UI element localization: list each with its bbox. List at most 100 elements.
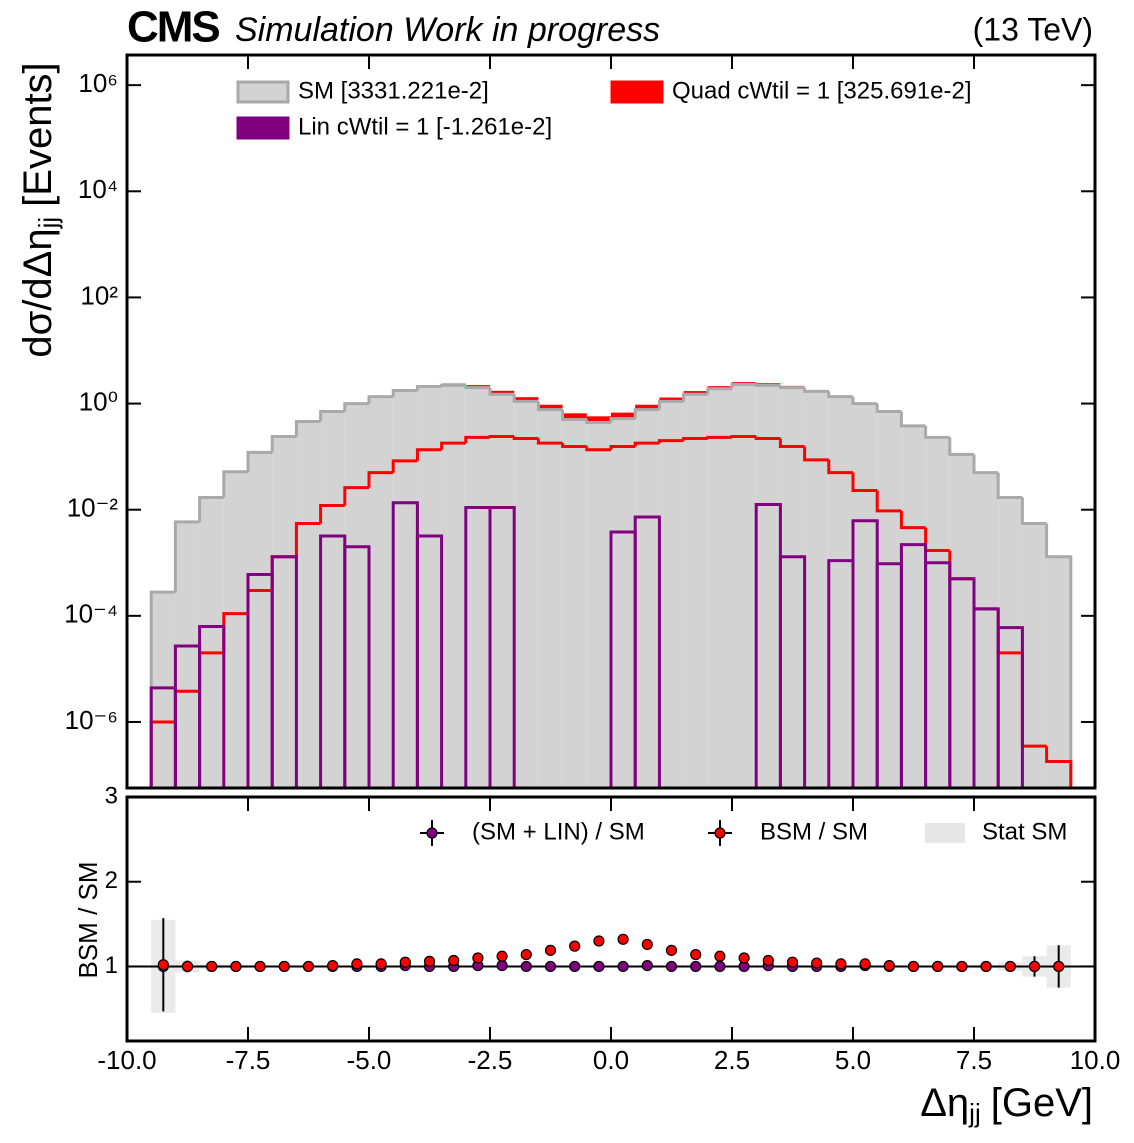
ratio-point bbox=[859, 958, 871, 970]
sm-bin bbox=[538, 409, 563, 788]
y-tick-label: 2 bbox=[105, 867, 118, 894]
step-edge bbox=[948, 437, 974, 456]
ratio-point bbox=[593, 960, 605, 973]
step-edge bbox=[536, 401, 563, 412]
sm-bin bbox=[151, 592, 176, 788]
ratio-point bbox=[883, 959, 895, 972]
step-edge bbox=[1045, 746, 1073, 788]
sm-bin bbox=[441, 385, 466, 788]
legend-swatch bbox=[925, 823, 965, 843]
sm-bin bbox=[514, 401, 539, 788]
y-tick-label: 10⁻⁴ bbox=[64, 599, 118, 629]
step-edge bbox=[367, 471, 394, 488]
legend-label: Stat SM bbox=[982, 818, 1067, 845]
legend-label: Lin cWtil = 1 [-1.261e-2] bbox=[298, 113, 552, 140]
step-edge bbox=[585, 446, 611, 452]
ratio-point bbox=[690, 948, 702, 961]
sm-bin bbox=[562, 419, 587, 788]
ratio-point bbox=[714, 960, 726, 973]
legend-marker bbox=[714, 827, 726, 839]
ratio-y-title: BSM / SM bbox=[73, 861, 103, 978]
ratio-point bbox=[206, 960, 218, 973]
ratio-point bbox=[544, 944, 557, 956]
x-tick-label: 7.5 bbox=[956, 1045, 992, 1075]
legend-swatch bbox=[610, 80, 664, 104]
x-tick-label: 0.0 bbox=[593, 1045, 629, 1075]
ratio-point bbox=[665, 960, 678, 973]
step-edge bbox=[585, 419, 611, 424]
plot-layer: 10⁶ 10⁴ 10² 10⁰ 10⁻² 10⁻⁴ 10⁻⁶ SM [3331.221e-2]… bbox=[64, 55, 1120, 1075]
step-edge bbox=[294, 419, 321, 437]
step-edge bbox=[875, 403, 902, 413]
energy-label: (13 TeV) bbox=[973, 11, 1093, 47]
sm-bin bbox=[949, 454, 974, 788]
step-edge bbox=[391, 459, 418, 473]
y-title-main: dσ/dΔη bbox=[16, 228, 60, 357]
sm-bin bbox=[223, 471, 248, 788]
legend-label: Quad cWtil = 1 [325.691e-2] bbox=[672, 77, 972, 104]
legend-marker bbox=[426, 827, 438, 839]
step-edge bbox=[488, 434, 515, 438]
step-edge bbox=[730, 434, 757, 438]
step-edge bbox=[464, 435, 490, 444]
ratio-point bbox=[496, 950, 508, 962]
step-edge bbox=[657, 439, 684, 444]
ratio-point bbox=[786, 956, 799, 968]
ratio-point bbox=[472, 952, 484, 964]
x-title-unit: [GeV] bbox=[991, 1081, 1093, 1125]
x-tick-label: -7.5 bbox=[226, 1045, 271, 1075]
stacked-bin bbox=[514, 397, 539, 402]
ratio-point bbox=[423, 955, 436, 967]
ratio-point bbox=[278, 960, 290, 973]
step-edge bbox=[803, 446, 829, 462]
ratio-point bbox=[980, 960, 992, 973]
ratio-point bbox=[254, 960, 266, 973]
x-axis-title: Δηjj [GeV] bbox=[920, 1081, 1093, 1128]
sm-bin bbox=[1022, 523, 1047, 788]
sm-bin bbox=[877, 411, 902, 788]
ratio-point bbox=[738, 952, 750, 964]
y-axis-title: dσ/dΔηjj [Events] bbox=[16, 62, 63, 357]
step-edge bbox=[899, 411, 926, 428]
ratio-point bbox=[569, 940, 581, 952]
step-edge bbox=[851, 472, 878, 493]
ratio-point bbox=[811, 957, 823, 969]
step-edge bbox=[343, 486, 369, 506]
step-edge bbox=[198, 624, 226, 788]
step-edge bbox=[633, 441, 660, 447]
step-edge bbox=[512, 394, 539, 403]
step-edge bbox=[415, 534, 444, 788]
stacked-bin bbox=[562, 413, 587, 420]
sm-bin bbox=[369, 396, 394, 788]
sm-bin bbox=[635, 409, 660, 788]
ratio-point bbox=[302, 960, 315, 973]
step-edge bbox=[343, 545, 371, 788]
ratio-point bbox=[714, 950, 726, 962]
step-edge bbox=[440, 441, 466, 450]
ratio-point bbox=[399, 956, 411, 968]
stacked-bin bbox=[490, 390, 515, 395]
step-edge bbox=[706, 387, 732, 395]
ratio-point bbox=[569, 960, 581, 973]
step-edge bbox=[682, 392, 708, 402]
sm-bin bbox=[925, 437, 950, 788]
step-edge bbox=[415, 448, 442, 461]
ratio-point bbox=[835, 958, 847, 970]
y-tick-label: 1 bbox=[105, 952, 118, 979]
ratio-point bbox=[230, 960, 242, 973]
stacked-bin bbox=[611, 412, 636, 419]
stacked-bin bbox=[635, 404, 660, 410]
y-title-sub: jj bbox=[33, 217, 63, 230]
ratio-point bbox=[496, 959, 508, 972]
step-edge bbox=[173, 520, 200, 593]
step-edge bbox=[972, 454, 999, 475]
step-edge bbox=[512, 436, 539, 440]
step-edge bbox=[609, 417, 636, 423]
stacked-bin bbox=[659, 397, 684, 402]
legend-label: (SM + LIN) / SM bbox=[472, 818, 645, 845]
x-tick-label: -5.0 bbox=[347, 1045, 392, 1075]
step-edge bbox=[319, 504, 345, 524]
sm-bin bbox=[1046, 556, 1071, 788]
sm-bin bbox=[248, 452, 273, 788]
experiment-label: CMS bbox=[127, 3, 219, 52]
